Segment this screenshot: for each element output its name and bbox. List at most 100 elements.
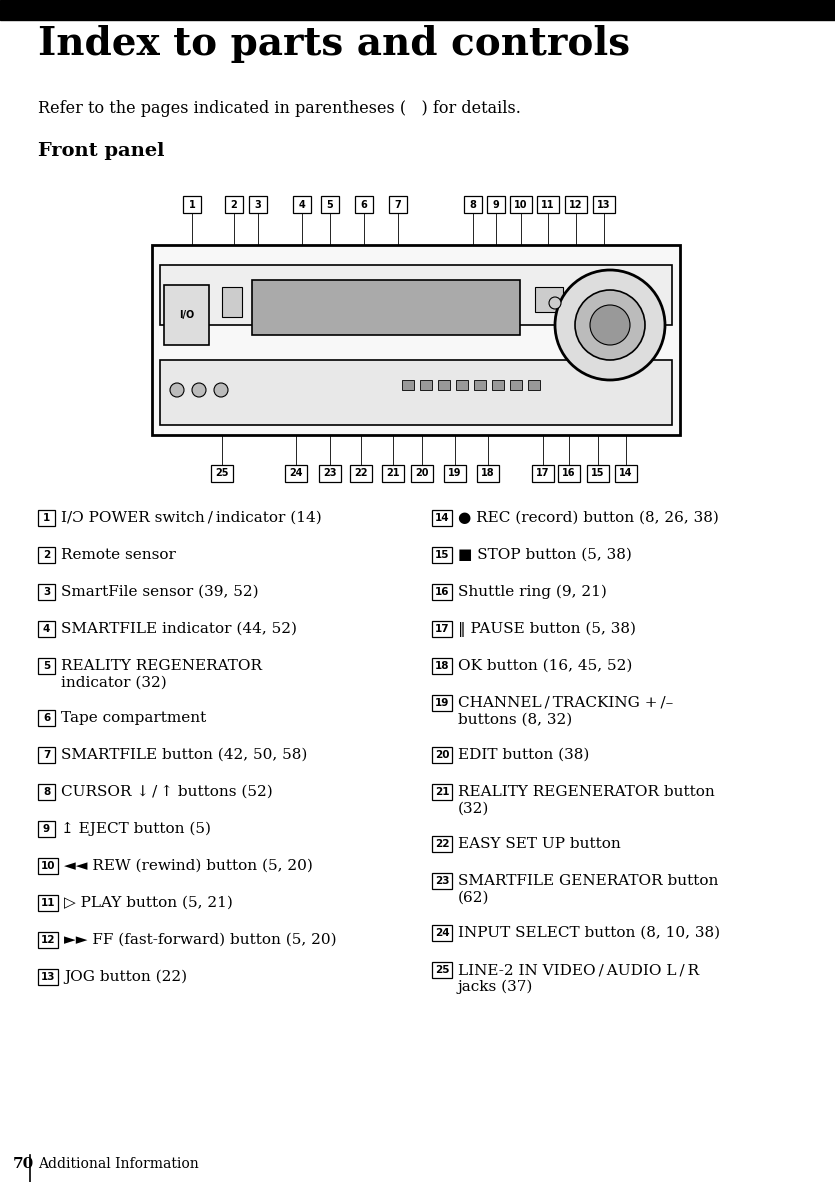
Text: 24: 24 bbox=[289, 468, 303, 479]
Text: 70: 70 bbox=[13, 1157, 34, 1171]
Bar bbox=[615, 465, 637, 482]
Text: 12: 12 bbox=[569, 200, 583, 209]
Bar bbox=[432, 695, 452, 712]
Text: REALITY REGENERATOR button
(32): REALITY REGENERATOR button (32) bbox=[458, 785, 715, 816]
Bar bbox=[164, 285, 209, 345]
Text: 10: 10 bbox=[514, 200, 528, 209]
Text: 7: 7 bbox=[43, 751, 50, 760]
Bar bbox=[492, 379, 504, 390]
Bar bbox=[487, 196, 505, 213]
Bar bbox=[382, 465, 404, 482]
Circle shape bbox=[170, 383, 184, 397]
Bar bbox=[535, 287, 563, 312]
Bar bbox=[528, 379, 540, 390]
Bar bbox=[38, 821, 55, 837]
Bar bbox=[587, 465, 609, 482]
Bar bbox=[321, 196, 339, 213]
Text: ◄◄ REW (rewind) button (5, 20): ◄◄ REW (rewind) button (5, 20) bbox=[64, 859, 313, 873]
Circle shape bbox=[214, 383, 228, 397]
Bar bbox=[225, 196, 243, 213]
Bar bbox=[432, 658, 452, 674]
Bar bbox=[249, 196, 267, 213]
Text: 24: 24 bbox=[435, 928, 449, 939]
Text: 15: 15 bbox=[435, 550, 449, 560]
Text: I/Ɔ POWER switch / indicator (14): I/Ɔ POWER switch / indicator (14) bbox=[61, 511, 321, 525]
Text: Additional Information: Additional Information bbox=[38, 1157, 199, 1171]
Text: 11: 11 bbox=[41, 898, 55, 908]
Text: 22: 22 bbox=[435, 839, 449, 849]
Bar bbox=[38, 969, 58, 985]
Text: 21: 21 bbox=[435, 787, 449, 797]
Text: 2: 2 bbox=[43, 550, 50, 560]
Bar bbox=[432, 962, 452, 978]
Bar bbox=[38, 931, 58, 948]
Bar bbox=[565, 196, 587, 213]
Text: Refer to the pages indicated in parentheses (   ) for details.: Refer to the pages indicated in parenthe… bbox=[38, 100, 521, 117]
Text: 7: 7 bbox=[395, 200, 402, 209]
Text: 10: 10 bbox=[41, 860, 55, 871]
Text: CHANNEL / TRACKING + /–
buttons (8, 32): CHANNEL / TRACKING + /– buttons (8, 32) bbox=[458, 696, 673, 727]
Text: JOG button (22): JOG button (22) bbox=[64, 970, 187, 985]
Bar bbox=[350, 465, 372, 482]
Text: 5: 5 bbox=[43, 661, 50, 671]
Bar bbox=[444, 465, 466, 482]
Text: 3: 3 bbox=[255, 200, 261, 209]
Text: 25: 25 bbox=[435, 965, 449, 975]
Bar bbox=[593, 196, 615, 213]
Bar bbox=[432, 547, 452, 563]
Bar bbox=[402, 379, 414, 390]
Text: REALITY REGENERATOR
indicator (32): REALITY REGENERATOR indicator (32) bbox=[61, 660, 262, 690]
Text: 20: 20 bbox=[435, 751, 449, 760]
Bar bbox=[432, 836, 452, 852]
Text: Remote sensor: Remote sensor bbox=[61, 548, 176, 561]
Bar bbox=[222, 287, 242, 317]
Text: 14: 14 bbox=[435, 513, 449, 522]
Text: 20: 20 bbox=[415, 468, 428, 479]
Text: ‖ PAUSE button (5, 38): ‖ PAUSE button (5, 38) bbox=[458, 622, 636, 637]
Bar bbox=[355, 196, 373, 213]
Text: Index to parts and controls: Index to parts and controls bbox=[38, 25, 630, 63]
Text: EASY SET UP button: EASY SET UP button bbox=[458, 837, 620, 851]
Text: SMARTFILE button (42, 50, 58): SMARTFILE button (42, 50, 58) bbox=[61, 748, 307, 762]
Text: 4: 4 bbox=[299, 200, 306, 209]
Bar bbox=[537, 196, 559, 213]
Bar bbox=[38, 784, 55, 800]
Circle shape bbox=[192, 383, 206, 397]
Bar bbox=[0, 0, 835, 20]
Bar bbox=[285, 465, 307, 482]
Text: SmartFile sensor (39, 52): SmartFile sensor (39, 52) bbox=[61, 585, 259, 599]
Text: 18: 18 bbox=[481, 468, 495, 479]
Bar bbox=[432, 873, 452, 889]
Bar bbox=[160, 361, 672, 426]
Text: EDIT button (38): EDIT button (38) bbox=[458, 748, 590, 762]
Bar bbox=[432, 747, 452, 764]
Text: SMARTFILE GENERATOR button
(62): SMARTFILE GENERATOR button (62) bbox=[458, 873, 718, 904]
Text: 21: 21 bbox=[387, 468, 400, 479]
Bar bbox=[183, 196, 201, 213]
Text: LINE-2 IN VIDEO / AUDIO L / R
jacks (37): LINE-2 IN VIDEO / AUDIO L / R jacks (37) bbox=[458, 963, 699, 994]
Text: ■ STOP button (5, 38): ■ STOP button (5, 38) bbox=[458, 548, 632, 561]
Bar bbox=[510, 379, 522, 390]
Text: Shuttle ring (9, 21): Shuttle ring (9, 21) bbox=[458, 585, 607, 599]
Bar bbox=[252, 280, 520, 335]
Bar bbox=[38, 584, 55, 600]
Bar bbox=[464, 196, 482, 213]
Text: 18: 18 bbox=[435, 661, 449, 671]
Bar bbox=[38, 658, 55, 674]
Text: 3: 3 bbox=[43, 587, 50, 597]
Text: 23: 23 bbox=[323, 468, 337, 479]
Text: 1: 1 bbox=[189, 200, 195, 209]
Circle shape bbox=[575, 290, 645, 361]
Text: 16: 16 bbox=[435, 587, 449, 597]
Bar bbox=[420, 379, 432, 390]
Bar bbox=[411, 465, 433, 482]
Bar bbox=[38, 710, 55, 726]
Text: ►► FF (fast-forward) button (5, 20): ►► FF (fast-forward) button (5, 20) bbox=[64, 933, 337, 947]
Bar bbox=[438, 379, 450, 390]
Bar bbox=[477, 465, 499, 482]
Text: 4: 4 bbox=[43, 624, 50, 634]
Bar bbox=[160, 265, 672, 325]
Circle shape bbox=[590, 305, 630, 345]
Text: ▷ PLAY button (5, 21): ▷ PLAY button (5, 21) bbox=[64, 896, 233, 910]
Bar bbox=[389, 196, 407, 213]
